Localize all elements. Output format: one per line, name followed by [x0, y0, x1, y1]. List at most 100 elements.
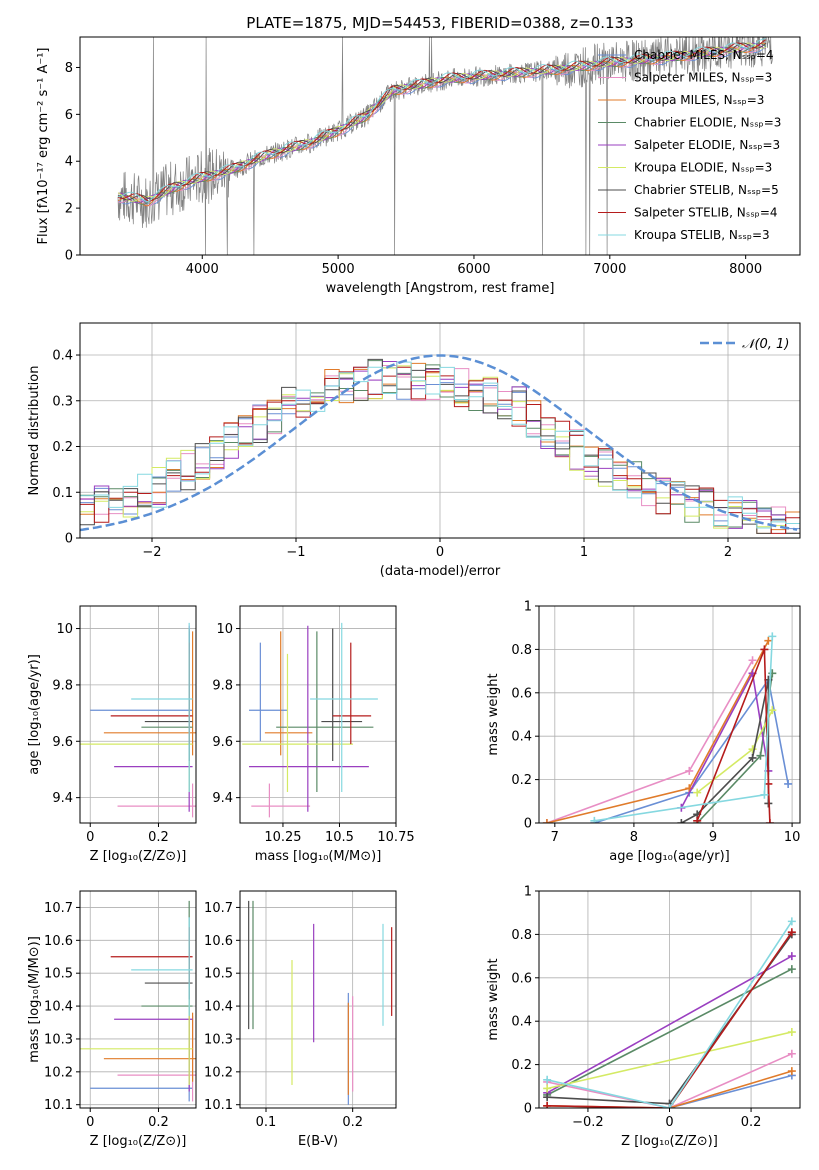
- y-tick-label: 10.5: [44, 967, 73, 982]
- x-axis-label: age [log₁₀(age/yr)]: [609, 849, 730, 864]
- x-tick-label: 9: [709, 830, 717, 845]
- x-tick-label: 2: [724, 545, 732, 560]
- y-tick-label: 6: [65, 108, 73, 123]
- weight-marker: [748, 656, 757, 665]
- y-axis-label: mass weight: [486, 673, 501, 755]
- x-tick-label: 10.75: [377, 830, 414, 845]
- y-tick-label: 0: [524, 1102, 532, 1117]
- weight-line: [696, 649, 771, 823]
- y-tick-label: 0.4: [511, 1015, 532, 1030]
- x-axis-label: wavelength [Angstrom, rest frame]: [326, 281, 555, 296]
- weight-marker: [760, 790, 769, 799]
- y-tick-label: 10.1: [204, 1098, 233, 1113]
- panel-2: 0 0.2 9.4 9.6 9.8 10 Z [log₁₀(Z/Z⊙)] age [log₁₀…: [27, 605, 197, 864]
- spectrum-data: [117, 37, 774, 255]
- x-tick-label: 1: [580, 545, 588, 560]
- errorbar-point: [264, 631, 313, 756]
- y-tick-label: 9.8: [52, 678, 73, 693]
- legend-label: Chabrier MILES, Nₛₛₚ=4: [634, 48, 774, 62]
- panel-5: 0 0.2 10.1 10.2 10.3 10.4 10.5 10.6 10.7 Z [log₁₀…: [27, 890, 197, 1149]
- y-tick-label: 1: [524, 600, 532, 615]
- weight-marker: [764, 636, 773, 645]
- errorbar-point: [90, 642, 193, 742]
- panel-1: 𝒩(0, 1) −2 −1 0 1 2 0 0.1 0.2 0.3 0.4 (data-model)/…: [27, 322, 801, 579]
- y-tick-label: 10.4: [44, 1000, 73, 1015]
- errorbar-point: [103, 1012, 196, 1082]
- weight-marker: [756, 751, 765, 760]
- x-tick-label: 8: [630, 830, 638, 845]
- x-axis-label: Z [log₁₀(Z/Z⊙)]: [621, 1134, 718, 1149]
- y-tick-label: 10.2: [44, 1065, 73, 1080]
- plot-area: [539, 891, 800, 1108]
- errorbar-point: [117, 783, 196, 818]
- weight-marker: [768, 632, 777, 641]
- y-tick-label: 10.1: [44, 1098, 73, 1113]
- plot-area: [240, 891, 396, 1108]
- panel-4: 7 8 9 10 0 0.2 0.4 0.6 0.8 1 age [log₁₀(age/yr)] ma…: [486, 600, 801, 864]
- x-axis-label: (data-model)/error: [380, 564, 501, 579]
- weight-marker: [787, 952, 796, 961]
- y-tick-label: 0: [65, 532, 73, 547]
- weight-marker: [768, 706, 777, 715]
- y-tick-label: 10.2: [204, 1065, 233, 1080]
- errorbar-point: [141, 631, 193, 792]
- errorbar-point: [131, 622, 193, 792]
- y-tick-label: 0.6: [511, 686, 532, 701]
- errorbar-point: [276, 631, 374, 792]
- x-tick-label: 0.2: [148, 1115, 169, 1130]
- weight-marker: [787, 965, 796, 974]
- residual-histogram: [80, 361, 800, 529]
- plot-area: [80, 606, 196, 823]
- errorbar-point: [249, 642, 288, 742]
- weight-marker: [787, 928, 796, 937]
- x-tick-label: 0.2: [148, 830, 169, 845]
- legend: Chabrier MILES, Nₛₛₚ=4 Salpeter MILES, Nₛ…: [598, 48, 781, 242]
- y-tick-label: 10.3: [204, 1032, 233, 1047]
- weight-marker: [542, 819, 551, 823]
- y-tick-label: 9.4: [52, 791, 73, 806]
- x-axis-label: mass [log₁₀(M/M⊙)]: [255, 849, 382, 864]
- y-tick-label: 0.3: [52, 394, 73, 409]
- y-tick-label: 9.4: [212, 791, 233, 806]
- x-tick-label: 10: [784, 830, 801, 845]
- x-tick-label: −1: [286, 545, 305, 560]
- weight-line: [594, 636, 774, 822]
- axes-frame: [79, 605, 197, 824]
- plot-area: [80, 891, 196, 1108]
- weight-line: [594, 677, 789, 823]
- x-tick-label: −0.2: [572, 1115, 604, 1130]
- y-tick-label: 0.4: [52, 349, 73, 364]
- legend-label: Salpeter ELODIE, Nₛₛₚ=3: [634, 138, 780, 152]
- y-tick-label: 9.6: [212, 735, 233, 750]
- errorbar-point: [141, 900, 193, 1059]
- x-tick-label: 8000: [729, 262, 762, 277]
- x-tick-label: 7000: [593, 262, 626, 277]
- weight-marker: [787, 1028, 796, 1037]
- y-tick-label: 1: [524, 885, 532, 900]
- y-tick-label: 0.2: [511, 1058, 532, 1073]
- errorbar-point: [110, 642, 193, 745]
- weight-line: [547, 1031, 792, 1090]
- panel-7: −0.2 0 0.2 0 0.2 0.4 0.6 0.8 1 Z [log₁₀(Z/Z⊙)] mas…: [486, 885, 801, 1149]
- axes-frame: [79, 36, 801, 256]
- errorbar-point: [80, 653, 193, 792]
- axes-frame: [538, 605, 801, 824]
- weight-line: [547, 920, 793, 1108]
- y-axis-label: age [log₁₀(age/yr)]: [27, 654, 42, 775]
- x-axis-label: Z [log₁₀(Z/Z⊙)]: [90, 849, 187, 864]
- model-line: [117, 42, 767, 202]
- model-line: [117, 39, 767, 202]
- legend-label: Chabrier STELIB, Nₛₛₚ=5: [634, 183, 779, 197]
- errorbar-point: [103, 631, 196, 756]
- weight-line: [696, 673, 774, 823]
- x-tick-label: 0: [436, 545, 444, 560]
- x-tick-label: 4000: [186, 262, 219, 277]
- weight-marker: [748, 753, 757, 762]
- y-tick-label: 10.5: [204, 967, 233, 982]
- x-axis-label: Z [log₁₀(Z/Z⊙)]: [90, 1134, 187, 1149]
- weight-marker: [748, 745, 757, 754]
- y-tick-label: 8: [65, 61, 73, 76]
- y-tick-label: 0.4: [511, 730, 532, 745]
- x-tick-label: 0.2: [741, 1115, 762, 1130]
- x-tick-label: 5000: [322, 262, 355, 277]
